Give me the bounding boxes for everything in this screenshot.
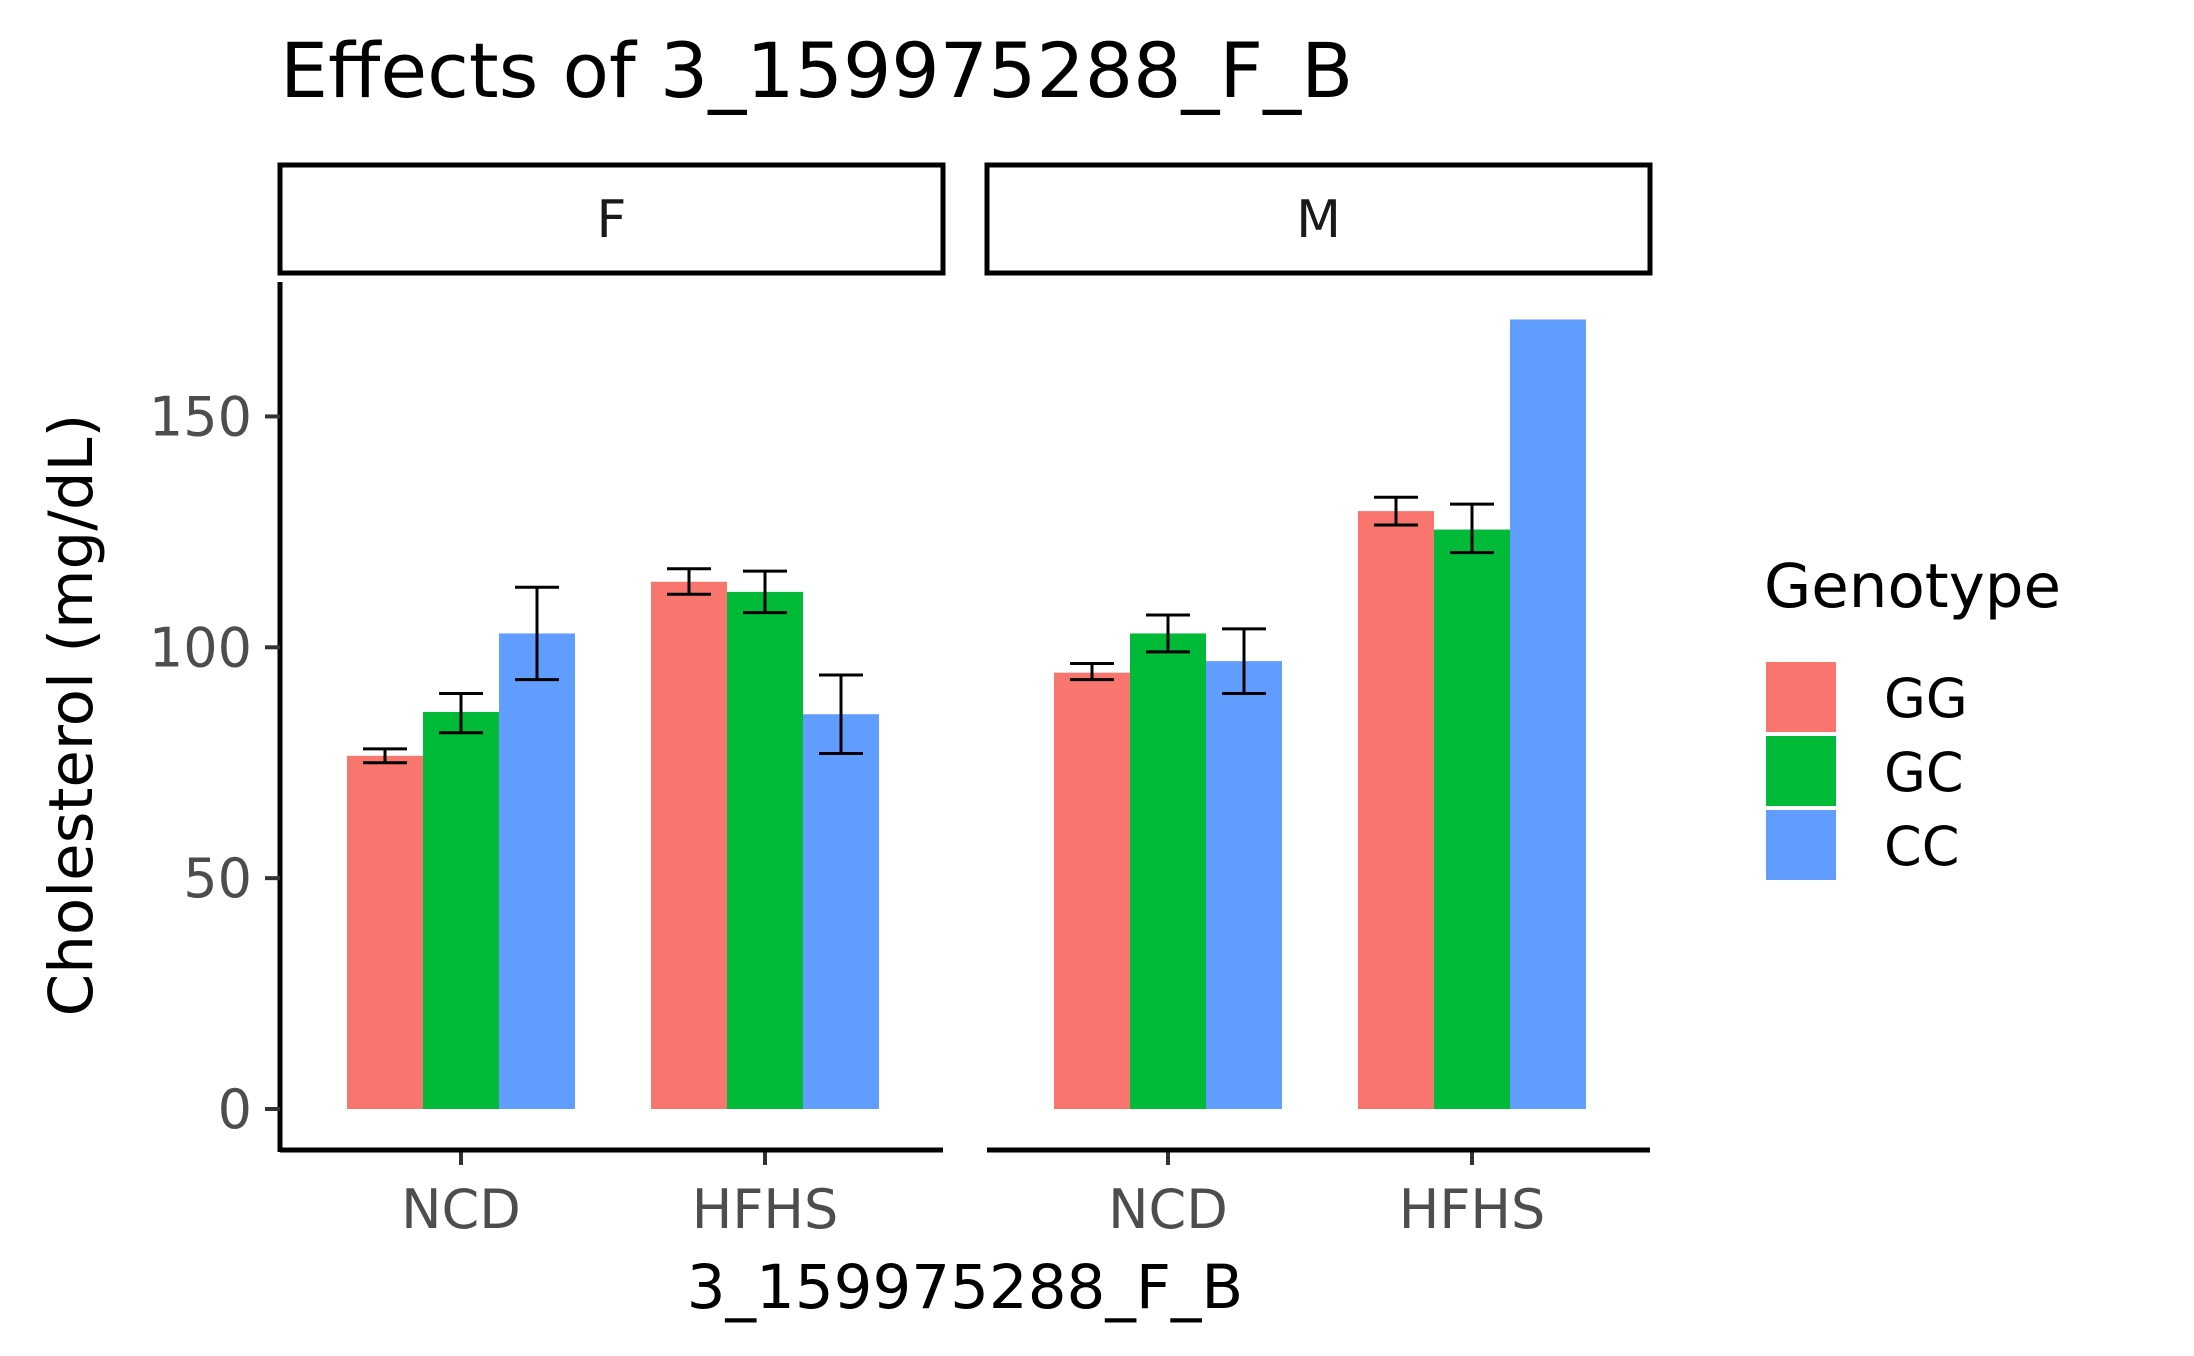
facet-strip	[277, 162, 946, 276]
error-bar-CC-HFHS	[819, 673, 863, 755]
bar-CC-NCD	[1206, 661, 1282, 1109]
legend-title: Genotype	[1764, 551, 2061, 622]
panels: F NCD HFHS M NCD HFHS 0 50 100 150	[149, 162, 1653, 1241]
legend: Genotype GG GC CC	[1764, 551, 2061, 880]
x-tick-label: NCD	[401, 1178, 521, 1241]
legend-entries: GG GC CC	[1766, 662, 1968, 880]
y-tick-label: 100	[149, 616, 252, 679]
bar-CC-HFHS	[803, 714, 879, 1109]
y-axis-title: Cholesterol (mg/dL)	[36, 414, 107, 1017]
legend-swatch-CC	[1766, 810, 1836, 880]
facet-strip-label: F	[597, 190, 627, 250]
bar-GC-NCD	[423, 711, 499, 1109]
x-tick-label: HFHS	[692, 1178, 839, 1241]
bar-GG-HFHS	[651, 581, 727, 1109]
bar-GC-NCD	[1130, 633, 1206, 1109]
bar-GC-HFHS	[1434, 529, 1510, 1109]
legend-swatch-GG	[1766, 662, 1836, 732]
y-tick-label: 50	[183, 847, 252, 910]
facet-strip	[984, 162, 1653, 276]
error-bar-GC-HFHS	[743, 569, 787, 615]
facet-strip-label: M	[1296, 190, 1341, 250]
x-tick-label: HFHS	[1399, 1178, 1546, 1241]
error-bar-CC-NCD	[515, 585, 559, 682]
bar-GG-NCD	[347, 755, 423, 1109]
bar-CC-HFHS	[1510, 319, 1586, 1109]
y-tick-label: 150	[149, 385, 252, 448]
bar-CC-NCD	[499, 633, 575, 1109]
y-tick-label: 0	[218, 1078, 252, 1141]
x-tick-label: NCD	[1108, 1178, 1228, 1241]
bar-GG-NCD	[1054, 672, 1130, 1109]
bar-GC-HFHS	[727, 591, 803, 1109]
error-bar-GG-NCD	[1070, 661, 1114, 682]
error-bar-CC-NCD	[1222, 627, 1266, 695]
panel-F: F NCD HFHS	[277, 162, 946, 1241]
error-bar-GC-HFHS	[1450, 502, 1494, 555]
x-axis-title: 3_159975288_F_B	[687, 1252, 1244, 1323]
bar-GG-HFHS	[1358, 511, 1434, 1109]
legend-label-CC: CC	[1884, 815, 1959, 878]
panel-M: M NCD HFHS	[984, 162, 1653, 1241]
legend-label-GG: GG	[1884, 667, 1968, 730]
error-bar-GG-HFHS	[667, 567, 711, 596]
error-bar-GG-HFHS	[1374, 495, 1418, 527]
error-bar-GC-NCD	[439, 691, 483, 735]
legend-swatch-GC	[1766, 736, 1836, 806]
error-bar-GC-NCD	[1146, 613, 1190, 654]
chart-title: Effects of 3_159975288_F_B	[280, 26, 1353, 115]
legend-label-GC: GC	[1884, 741, 1964, 804]
error-bar-GG-NCD	[363, 747, 407, 765]
